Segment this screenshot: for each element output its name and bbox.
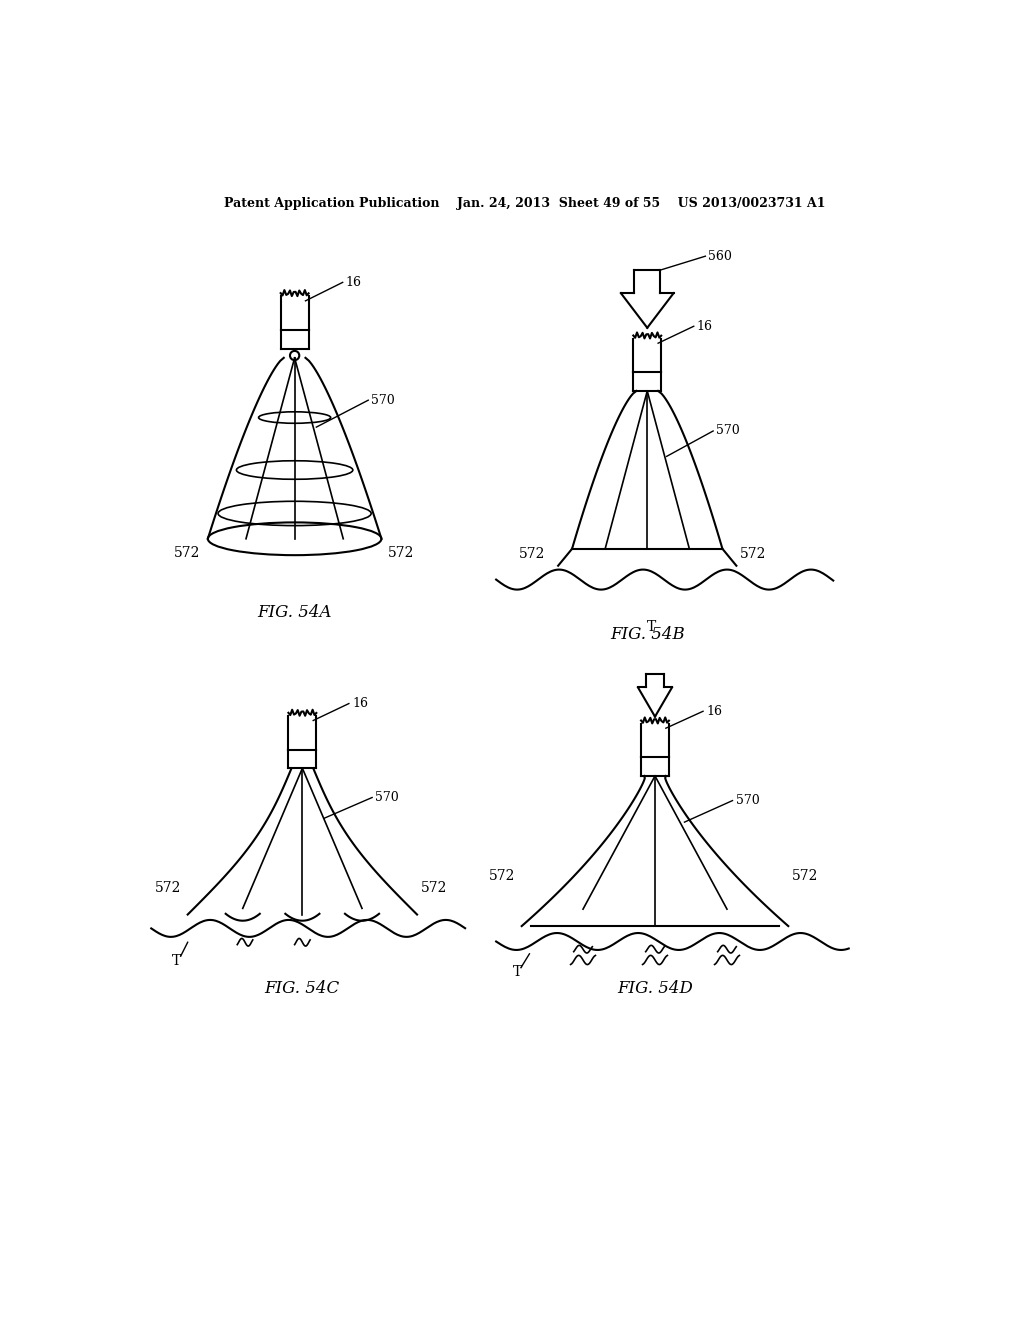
Text: 570: 570	[716, 425, 740, 437]
Text: 572: 572	[421, 880, 447, 895]
Text: FIG. 54D: FIG. 54D	[617, 979, 693, 997]
Text: 16: 16	[697, 319, 713, 333]
Text: 560: 560	[709, 249, 732, 263]
Text: 16: 16	[352, 697, 368, 710]
Text: 572: 572	[739, 548, 766, 561]
Text: 572: 572	[518, 548, 545, 561]
Text: 16: 16	[707, 705, 722, 718]
Text: T: T	[172, 954, 181, 968]
Text: 570: 570	[372, 393, 395, 407]
Text: FIG. 54C: FIG. 54C	[265, 979, 340, 997]
Text: T: T	[646, 620, 655, 635]
Text: T: T	[512, 965, 521, 979]
Text: 572: 572	[793, 869, 818, 883]
Text: 572: 572	[174, 545, 200, 560]
Text: 16: 16	[346, 276, 361, 289]
Text: 572: 572	[489, 869, 515, 883]
Text: 570: 570	[375, 791, 399, 804]
Text: Patent Application Publication    Jan. 24, 2013  Sheet 49 of 55    US 2013/00237: Patent Application Publication Jan. 24, …	[224, 197, 825, 210]
Text: 572: 572	[388, 545, 414, 560]
Text: 570: 570	[735, 795, 760, 807]
Text: 572: 572	[155, 880, 181, 895]
Text: FIG. 54B: FIG. 54B	[610, 626, 685, 643]
Text: FIG. 54A: FIG. 54A	[257, 605, 332, 622]
